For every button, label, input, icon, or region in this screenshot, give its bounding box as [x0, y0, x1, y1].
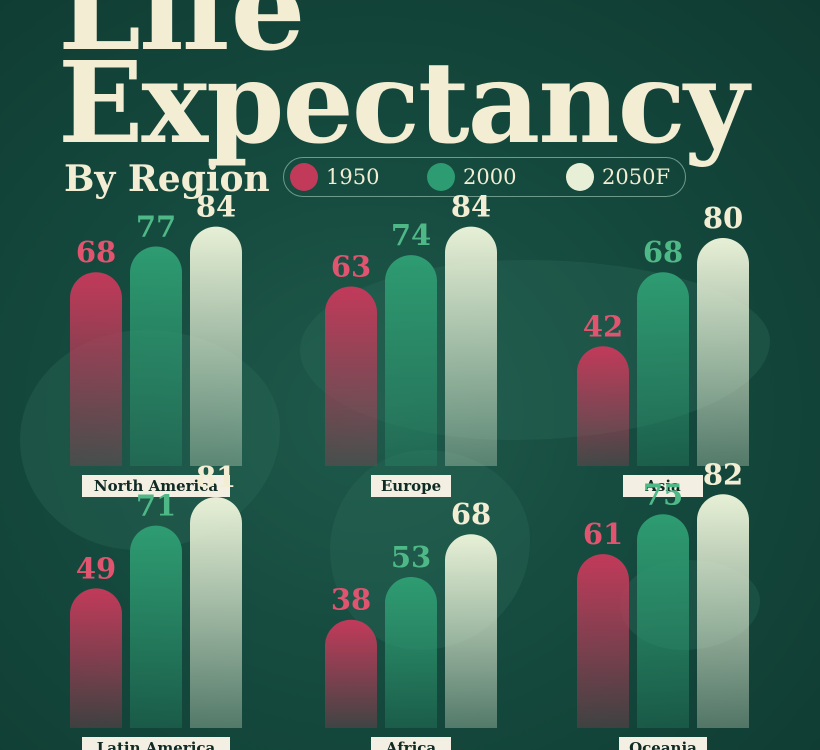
- category-label-box-europe: [371, 475, 451, 497]
- value-label-oceania-1950: 61: [583, 517, 623, 551]
- category-label-europe: Europe: [381, 477, 441, 495]
- title-line-1: Life: [58, 0, 306, 77]
- legend-label-1950: 1950: [326, 165, 380, 189]
- value-label-africa-1950: 38: [331, 583, 371, 617]
- legend-item-2050f: 2050F: [566, 163, 670, 191]
- value-label-europe-2050f: 84: [451, 190, 491, 224]
- bar-oceania-2000: [637, 514, 689, 728]
- bar-asia-2050f: [697, 238, 749, 466]
- value-label-europe-2000: 74: [391, 218, 431, 252]
- value-label-latin-america-2050f: 81: [196, 460, 236, 494]
- bar-oceania-1950: [577, 554, 629, 728]
- value-label-africa-2050f: 68: [451, 497, 491, 531]
- value-label-latin-america-1950: 49: [76, 551, 116, 585]
- value-label-latin-america-2000: 71: [136, 489, 176, 523]
- category-label-box-africa: [371, 737, 451, 750]
- value-label-asia-1950: 42: [583, 309, 623, 343]
- bar-north-america-2000: [130, 246, 182, 466]
- category-label-oceania: Oceania: [629, 739, 697, 750]
- value-label-north-america-1950: 68: [76, 235, 116, 269]
- bar-europe-2050f: [445, 226, 497, 466]
- legend-item-1950: 1950: [290, 163, 379, 191]
- category-label-latin-america: Latin America: [97, 739, 216, 750]
- category-label-box-asia: [623, 475, 703, 497]
- legend-swatch-1950: [290, 163, 318, 191]
- category-label-north-america: North America: [94, 477, 218, 495]
- legend: 1950 2000 2050F: [283, 157, 686, 197]
- category-label-box-north-america: [82, 475, 230, 497]
- bar-asia-1950: [577, 346, 629, 466]
- value-label-oceania-2050f: 82: [703, 457, 743, 491]
- category-label-africa: Africa: [385, 739, 437, 750]
- bar-north-america-1950: [70, 272, 122, 466]
- bar-oceania-2050f: [697, 494, 749, 728]
- legend-item-2000: 2000: [427, 163, 516, 191]
- bar-africa-1950: [325, 619, 377, 728]
- bar-europe-2000: [385, 255, 437, 466]
- world-map-eurasia-shape: [300, 260, 770, 440]
- value-label-europe-1950: 63: [331, 249, 371, 283]
- bar-latin-america-1950: [70, 588, 122, 728]
- value-label-asia-2000: 68: [643, 235, 683, 269]
- category-label-asia: Asia: [644, 477, 681, 495]
- subtitle: By Region: [64, 158, 270, 200]
- bar-africa-2050f: [445, 534, 497, 728]
- title-line-2: Expectancy: [58, 38, 749, 169]
- bar-north-america-2050f: [190, 226, 242, 466]
- legend-swatch-2050f: [566, 163, 594, 191]
- bar-africa-2000: [385, 576, 437, 728]
- legend-swatch-2000: [427, 163, 455, 191]
- value-label-north-america-2000: 77: [136, 210, 176, 244]
- bar-asia-2000: [637, 272, 689, 466]
- value-label-africa-2000: 53: [391, 540, 431, 574]
- value-label-north-america-2050f: 84: [196, 190, 236, 224]
- value-label-asia-2050f: 80: [703, 201, 743, 235]
- legend-label-2000: 2000: [463, 165, 517, 189]
- bar-latin-america-2000: [130, 525, 182, 728]
- legend-label-2050f: 2050F: [602, 165, 671, 189]
- bar-europe-1950: [325, 286, 377, 466]
- bar-latin-america-2050f: [190, 497, 242, 728]
- category-label-box-latin-america: [82, 737, 230, 750]
- value-label-oceania-2000: 75: [643, 477, 683, 511]
- category-label-box-oceania: [619, 737, 707, 750]
